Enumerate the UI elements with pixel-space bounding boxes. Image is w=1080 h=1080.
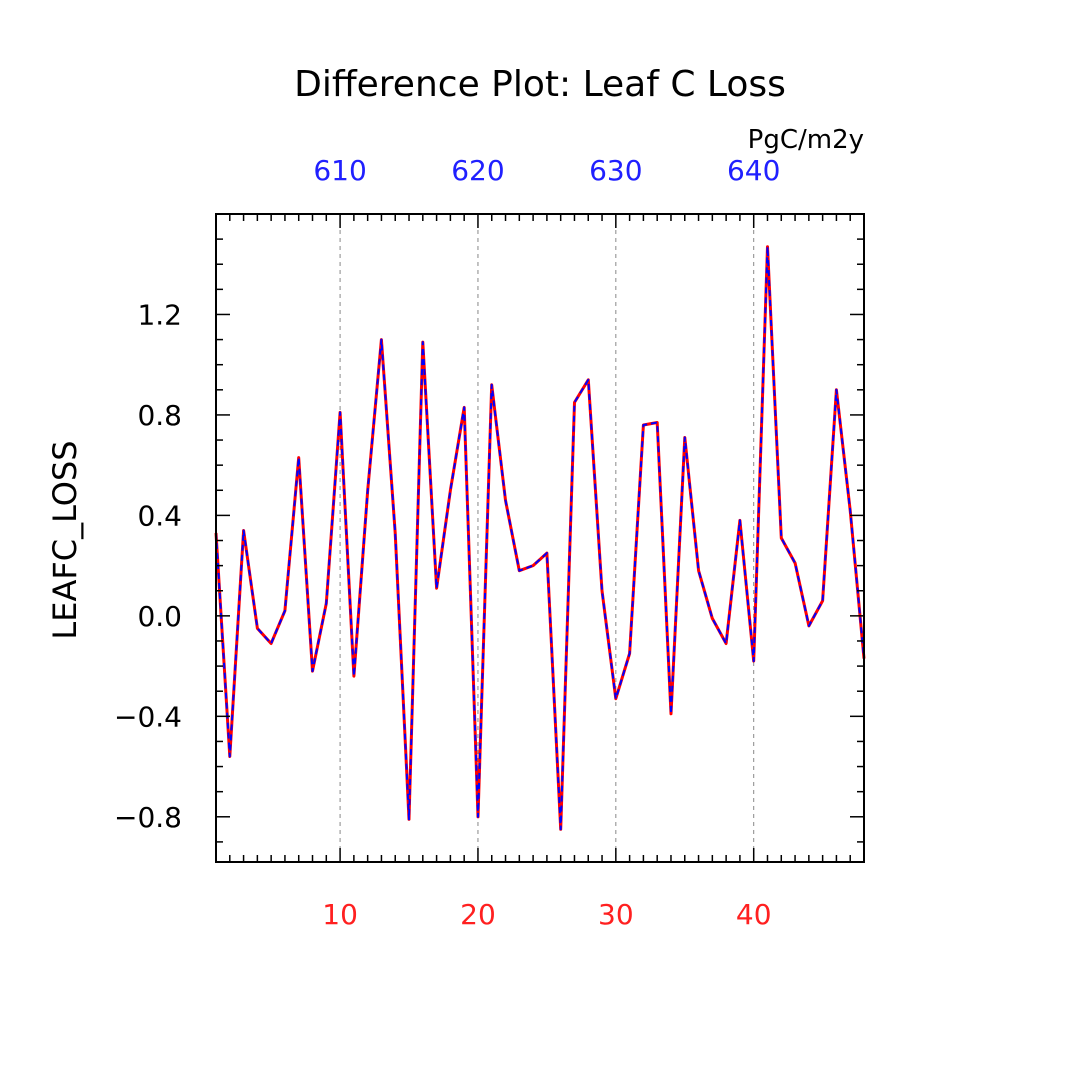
y-axis-label: LEAFC_LOSS (46, 440, 84, 639)
x-tick-label: 10 (322, 898, 358, 931)
x-tick-label: 20 (460, 898, 496, 931)
top-tick-label: 630 (589, 154, 642, 187)
series-line-0 (214, 245, 866, 831)
y-tick-label: 0.4 (137, 499, 182, 532)
y-tick-label: 0.0 (137, 600, 182, 633)
plot-frame (215, 213, 865, 863)
y-tick-label: 1.2 (137, 298, 182, 331)
tick-labels: 10 20 30 40 610 620 630 640 −0.8 −0.4 0.0 0.4 0.8 1.2 (114, 154, 780, 931)
y-tick-label: 0.8 (137, 399, 182, 432)
x-tick-label: 40 (736, 898, 772, 931)
grid-lines (339, 214, 755, 862)
top-tick-label: 620 (451, 154, 504, 187)
series-layer (214, 245, 866, 831)
tick-marks (216, 214, 864, 862)
y-tick-label: −0.8 (114, 801, 182, 834)
top-tick-label: 640 (727, 154, 780, 187)
top-tick-label: 610 (313, 154, 366, 187)
y-tick-label: −0.4 (114, 700, 182, 733)
units-label: PgC/m2y (748, 125, 864, 155)
chart-title: Difference Plot: Leaf C Loss (294, 64, 786, 105)
series-line-1 (215, 245, 865, 831)
x-tick-label: 30 (598, 898, 634, 931)
